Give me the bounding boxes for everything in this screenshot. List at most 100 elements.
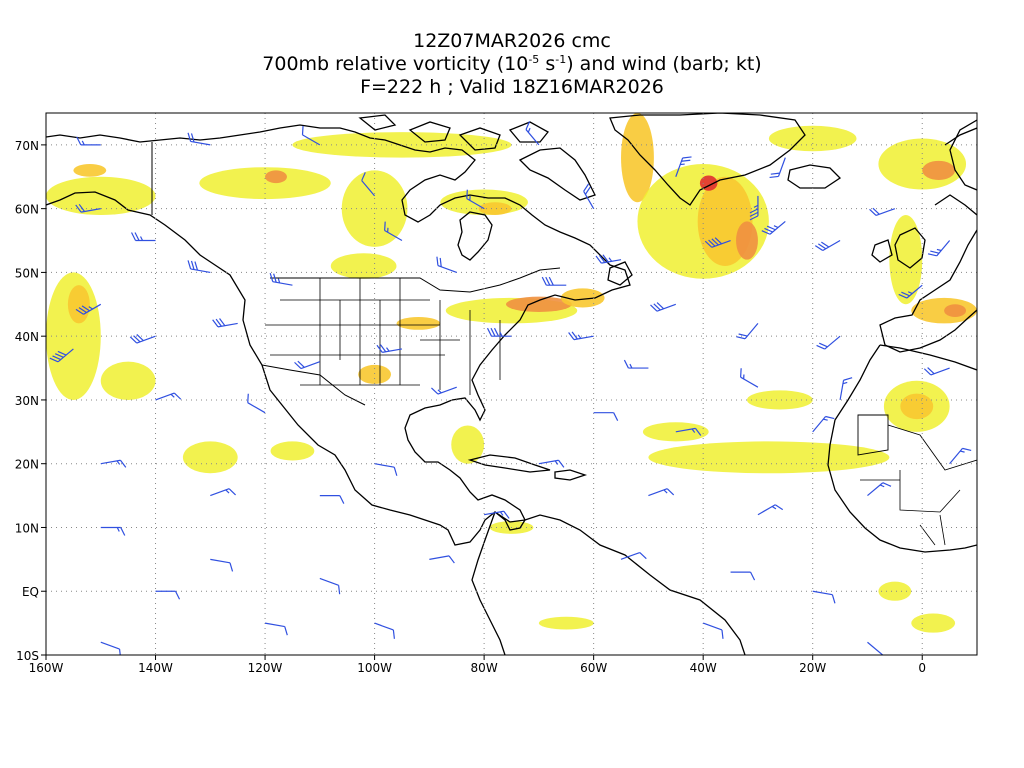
wind-barb-66	[595, 254, 622, 264]
vorticity-area-2	[265, 170, 287, 184]
wind-barb-35	[376, 344, 403, 353]
y-tick-label: 60N	[15, 203, 39, 217]
wind-barb-38	[568, 331, 594, 341]
wind-barb-58	[898, 284, 923, 299]
y-tick-label: 30N	[15, 394, 39, 408]
coastline-baffin	[518, 147, 596, 201]
coastline-iceland	[787, 164, 842, 189]
title-line-valid: F=222 h ; Valid 18Z16MAR2026	[360, 76, 664, 98]
wind-barb-21	[319, 494, 345, 504]
wind-barb-67	[839, 377, 853, 401]
vorticity-area-29	[911, 297, 977, 324]
wind-barb-13	[75, 303, 102, 315]
map-title: 12Z07MAR2026 cmc 700mb relative vorticit…	[0, 30, 1024, 99]
coastline-africa	[827, 344, 977, 553]
y-tick-label: 70N	[15, 139, 39, 153]
wind-barb-59	[927, 240, 951, 257]
vorticity-area-28	[889, 215, 923, 305]
x-tick-label: 100W	[357, 661, 392, 675]
wind-barb-29	[429, 555, 455, 564]
vorticity-area-12	[330, 253, 397, 279]
wind-barb-40	[736, 323, 759, 340]
wind-barb-36	[294, 360, 321, 370]
wind-barb-47	[538, 459, 565, 468]
vorticity-area-17	[182, 441, 238, 474]
x-tick-label: 140W	[138, 661, 173, 675]
x-tick-label: 160W	[29, 661, 64, 675]
x-tick-label: 40W	[690, 661, 717, 675]
wind-barb-26	[100, 641, 122, 655]
wind-barb-14	[129, 334, 156, 344]
graticule-layer	[46, 113, 977, 655]
title-field-part2: s	[539, 53, 556, 75]
wind-barb-31	[361, 172, 376, 197]
wind-barb-16	[49, 348, 74, 363]
coastline-hudson-bay	[457, 211, 493, 261]
wind-barb-50	[867, 482, 892, 497]
wind-barb-46	[812, 415, 835, 433]
wind-barb-48	[648, 488, 675, 497]
wind-barb-49	[757, 504, 784, 516]
vorticity-area-0	[46, 176, 156, 216]
y-tick-label: 50N	[15, 266, 39, 280]
vorticity-area-11	[396, 317, 441, 330]
wind-barb-23	[210, 558, 234, 572]
wind-barb-18	[247, 393, 266, 414]
wind-barb-28	[374, 622, 396, 639]
coastline-arctic-islands	[358, 114, 549, 151]
wind-barb-22	[100, 526, 126, 536]
wind-barb-30	[466, 189, 485, 210]
wind-barb-43	[740, 368, 759, 388]
us-state-grid	[265, 278, 501, 395]
title-field-part3: ) and wind (barb; kt)	[566, 53, 762, 75]
us-mexico-border	[261, 364, 366, 406]
vorticity-area-35	[642, 422, 709, 442]
x-tick-label: 60W	[580, 661, 607, 675]
wind-barb-12	[187, 260, 211, 274]
wind-barb-44	[593, 412, 619, 421]
vorticity-area-19	[451, 425, 485, 464]
axis-ticks: 160W 140W 120W 100W 80W 60W 40W 20W 0 70N 60N 50N 40…	[15, 139, 926, 675]
title-line-field: 700mb relative vorticity (10-5 s-1) and …	[0, 53, 1024, 76]
wind-barb-5	[749, 195, 759, 221]
vorticity-area-36	[878, 581, 912, 601]
us-canada-border	[270, 267, 561, 293]
x-tick-label: 120W	[248, 661, 283, 675]
vorticity-area-33	[648, 441, 890, 474]
wind-barb-24	[319, 577, 341, 595]
coastline-newfoundland	[607, 261, 633, 286]
vorticity-shading-layer	[46, 113, 977, 633]
coastline-layer	[46, 113, 977, 655]
wind-barb-19	[100, 459, 127, 468]
x-tick-label: 0	[918, 661, 926, 675]
vorticity-area-32	[900, 393, 934, 420]
wind-barb-4	[675, 156, 692, 177]
wind-barb-2	[301, 125, 321, 146]
plot-frame	[45, 112, 978, 656]
wind-barb-57	[923, 367, 950, 376]
wind-barb-7	[761, 220, 786, 235]
title-field-exp1: -5	[528, 53, 540, 66]
wind-barb-65	[769, 157, 786, 179]
vorticity-area-27	[922, 160, 956, 180]
vorticity-area-24	[736, 221, 758, 260]
vorticity-area-37	[911, 613, 956, 633]
wind-barb-8	[814, 240, 841, 252]
wind-barb-17	[155, 392, 182, 401]
coastline-europe	[879, 119, 977, 353]
wind-barb-56	[949, 447, 972, 465]
coastline-british-isles	[871, 227, 926, 269]
wind-barb-39	[650, 302, 676, 312]
x-tick-label: 80W	[471, 661, 498, 675]
title-line-run: 12Z07MAR2026 cmc	[413, 30, 611, 52]
wind-barb-55	[867, 641, 884, 655]
wind-barb-20	[210, 488, 236, 497]
wind-barb-27	[264, 622, 288, 636]
wind-barb-52	[730, 571, 756, 581]
vorticity-area-18	[270, 441, 315, 461]
wind-barb-0	[76, 136, 101, 146]
wind-barb-9	[869, 207, 896, 217]
wind-barb-61	[484, 510, 510, 519]
wind-barb-33	[541, 276, 567, 286]
vorticity-area-20	[621, 113, 654, 203]
